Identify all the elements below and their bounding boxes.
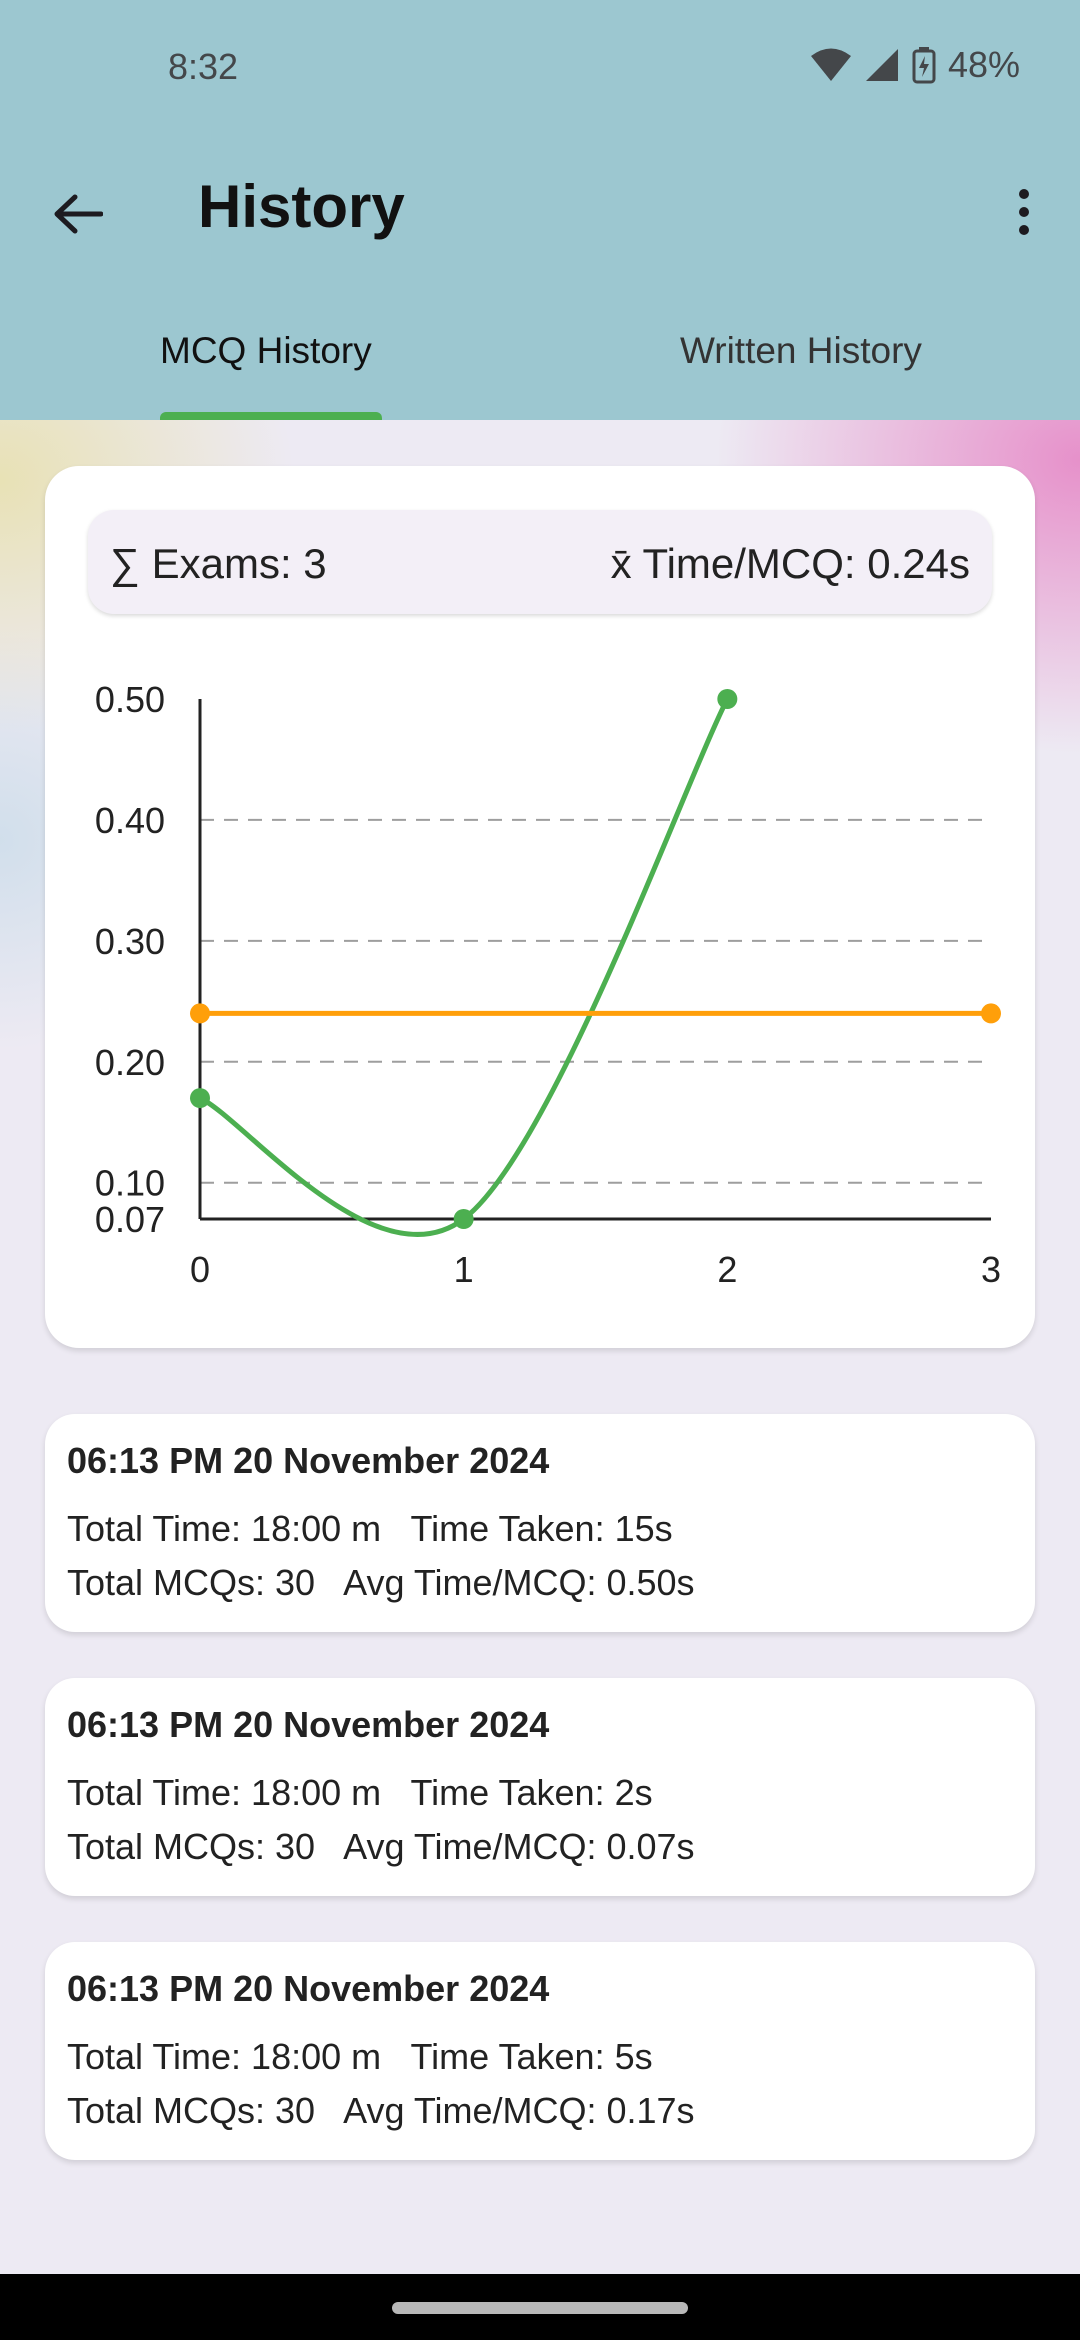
signal-icon — [865, 49, 898, 81]
status-time: 8:32 — [168, 46, 239, 87]
wifi-icon — [810, 48, 851, 81]
app-bar: 8:32 48% History MCQ History Written His… — [0, 0, 1080, 420]
more-options-button[interactable] — [988, 176, 1060, 248]
y-tick-label: 0.10 — [95, 1163, 165, 1204]
total-exams: ∑ Exams: 3 — [110, 540, 327, 587]
history-item[interactable]: 06:13 PM 20 November 2024 Total Time: 18… — [45, 1414, 1035, 1632]
y-tick-label: 0.20 — [95, 1042, 165, 1083]
history-date: 06:13 PM 20 November 2024 — [67, 1968, 550, 2009]
y-tick-label: 0.07 — [95, 1199, 165, 1240]
history-item[interactable]: 06:13 PM 20 November 2024 Total Time: 18… — [45, 1942, 1035, 2160]
x-tick-label: 1 — [454, 1249, 474, 1290]
back-button[interactable] — [42, 178, 114, 250]
tab-written-history[interactable]: Written History — [680, 330, 922, 371]
page-title: History — [198, 173, 405, 240]
data-point — [717, 689, 738, 709]
stats-chart-card: ∑ Exams: 3 x̄ Time/MCQ: 0.24s 0.07 0.10 0.… — [45, 466, 1035, 1348]
history-mcq-info: Total MCQs: 30 Avg Time/MCQ: 0.50s — [67, 1562, 695, 1603]
data-point — [981, 1003, 1001, 1024]
average-time-per-mcq: x̄ Time/MCQ: 0.24s — [610, 540, 970, 587]
status-icons: 48% — [810, 44, 1020, 86]
battery-icon — [912, 47, 936, 84]
data-point — [453, 1209, 474, 1229]
history-date: 06:13 PM 20 November 2024 — [67, 1704, 550, 1745]
data-point — [190, 1003, 210, 1024]
tab-indicator — [160, 412, 382, 420]
x-tick-label: 3 — [981, 1249, 1001, 1290]
time-per-mcq-chart: 0.070.10 0.20 0.30 0.40 0.50 0 1 2 3 — [95, 679, 1001, 1290]
history-time-info: Total Time: 18:00 m Time Taken: 5s — [67, 2036, 653, 2077]
x-tick-label: 0 — [190, 1249, 210, 1290]
y-tick-label: 0.50 — [95, 679, 165, 720]
y-tick-label: 0.30 — [95, 921, 165, 962]
history-time-info: Total Time: 18:00 m Time Taken: 15s — [67, 1508, 673, 1549]
arrow-back-icon — [54, 194, 103, 234]
series-line-0 — [197, 696, 730, 1237]
y-tick-label: 0.40 — [95, 800, 165, 841]
history-date: 06:13 PM 20 November 2024 — [67, 1440, 550, 1481]
x-tick-label: 2 — [717, 1249, 737, 1290]
battery-percent: 48% — [947, 44, 1020, 85]
data-point — [190, 1088, 210, 1109]
history-time-info: Total Time: 18:00 m Time Taken: 2s — [67, 1772, 653, 1813]
more-vert-icon — [1019, 189, 1029, 235]
history-mcq-info: Total MCQs: 30 Avg Time/MCQ: 0.17s — [67, 2090, 695, 2131]
home-gesture-handle[interactable] — [392, 2302, 688, 2314]
history-mcq-info: Total MCQs: 30 Avg Time/MCQ: 0.07s — [67, 1826, 695, 1867]
tab-mcq-history[interactable]: MCQ History — [160, 330, 372, 371]
summary-bar: ∑ Exams: 3 x̄ Time/MCQ: 0.24s — [88, 510, 992, 614]
history-item[interactable]: 06:13 PM 20 November 2024 Total Time: 18… — [45, 1678, 1035, 1896]
